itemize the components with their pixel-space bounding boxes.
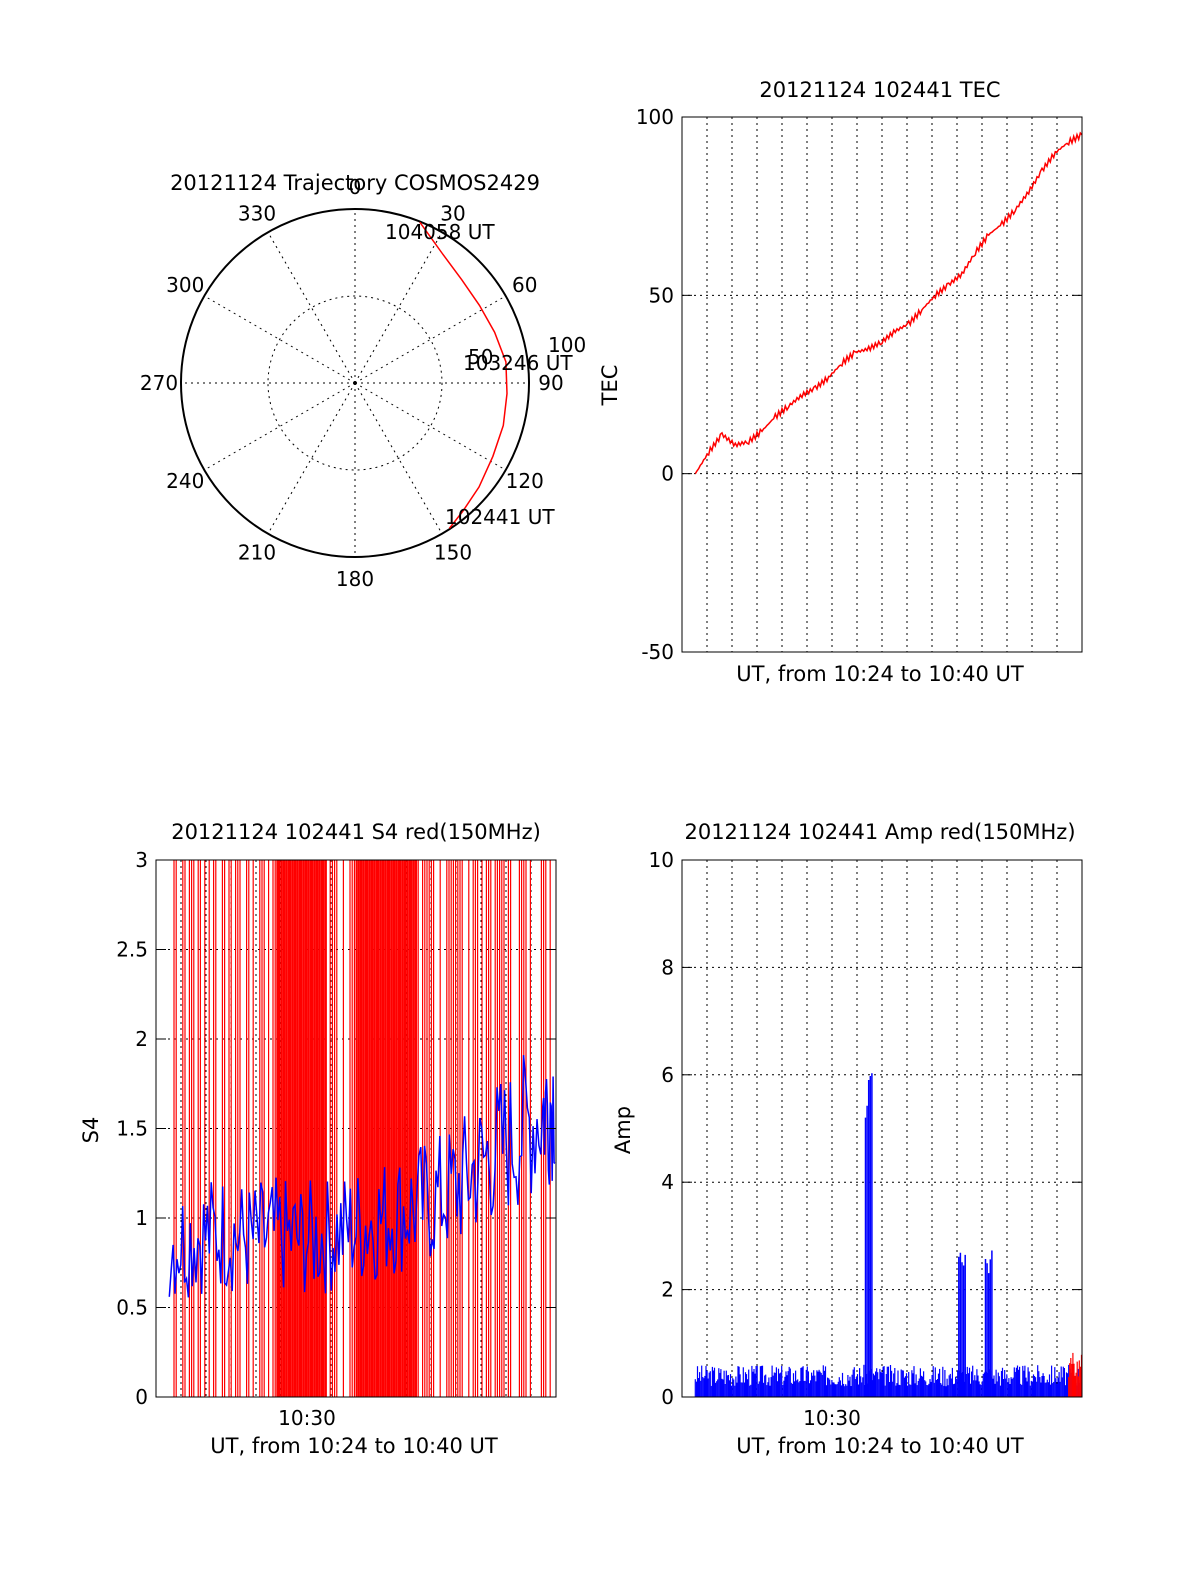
tec-ytick-label: 0 [661,462,674,486]
s4-ylabel: S4 [79,1117,103,1144]
azimuth-label-180: 180 [336,567,374,591]
s4-ytick-label: 1.5 [116,1117,148,1141]
amp-y-ticks: 0 2 4 6 8 10 [649,848,1082,1409]
annotation-mid: 103246 UT [463,351,573,375]
s4-ytick-label: 0.5 [116,1296,148,1320]
s4-title: 20121124 102441 S4 red(150MHz) [171,820,541,844]
azimuth-label-240: 240 [166,469,204,493]
tec-ytick-label: -50 [641,640,674,664]
azimuth-label-0: 0 [349,175,362,199]
amp-frame [681,859,1083,1398]
polar-outer-ring [180,208,530,558]
polar-spoke-30 [354,232,443,384]
s4-y-ticks: 0 0.5 1 1.5 2 2.5 3 [116,848,556,1409]
azimuth-label-90: 90 [538,371,563,395]
polar-ring-50 [267,295,443,471]
polar-azimuth-labels: 0 30 60 90 120 150 180 210 240 270 300 330 [140,175,564,591]
amp-ytick-label: 10 [649,848,674,872]
polar-spokes [181,209,529,557]
amp-ytick-label: 8 [661,955,674,979]
amp-ytick-label: 2 [661,1278,674,1302]
amp-ytick-label: 4 [661,1170,674,1194]
ring-label-100: 100 [548,333,586,357]
s4-blue-series [168,1055,556,1298]
azimuth-label-120: 120 [506,469,544,493]
azimuth-label-300: 300 [166,273,204,297]
tec-frame [681,116,1083,653]
amp-title: 20121124 102441 Amp red(150MHz) [684,820,1075,844]
polar-spoke-330 [267,232,356,384]
polar-spoke-210 [267,382,356,534]
amp-series [694,1073,1083,1397]
azimuth-label-150: 150 [434,541,472,565]
trajectory-line [419,221,508,529]
polar-spoke-150 [354,382,443,534]
tec-title: 20121124 102441 TEC [759,78,1000,102]
tec-panel: 20121124 102441 TEC -50 0 50 100 TEC UT, fr… [598,78,1083,686]
s4-ytick-label: 1 [135,1206,148,1230]
amp-ylabel: Amp [611,1106,635,1154]
polar-spoke-300 [204,295,356,384]
azimuth-label-60: 60 [512,273,537,297]
tec-ylabel: TEC [598,365,622,407]
trajectory-title: 20121124 Trajectory COSMOS2429 [170,171,540,195]
tec-grid [682,117,1082,652]
azimuth-label-210: 210 [238,541,276,565]
s4-ytick-label: 3 [135,848,148,872]
trajectory-panel: 20121124 Trajectory COSMOS2429 0 30 60 90 12… [140,171,586,591]
amp-xtick-1030: 10:30 [803,1406,861,1430]
annotation-start: 104058 UT [385,220,495,244]
amp-ytick-label: 6 [661,1063,674,1087]
s4-xlabel: UT, from 10:24 to 10:40 UT [210,1434,498,1458]
amp-panel: 20121124 102441 Amp red(150MHz) 0246810 … [611,820,1083,1458]
tec-y-ticks: -50 0 50 100 [636,105,1082,664]
ring-label-50: 50 [468,345,493,369]
tec-ytick-label: 50 [649,283,674,307]
s4-ytick-label: 0 [135,1385,148,1409]
polar-spoke-120 [354,382,506,471]
azimuth-label-330: 330 [238,201,276,225]
polar-spoke-60 [354,295,506,384]
azimuth-label-270: 270 [140,371,178,395]
tec-ytick-label: 100 [636,105,674,129]
s4-xtick-1030: 10:30 [278,1406,336,1430]
s4-red-series [173,860,551,1397]
azimuth-label-30: 30 [440,201,465,225]
amp-ytick-label: 0 [661,1385,674,1409]
amp-grid [682,860,1082,1397]
tec-series-line [694,131,1083,475]
tec-xlabel: UT, from 10:24 to 10:40 UT [736,662,1024,686]
amp-xlabel: UT, from 10:24 to 10:40 UT [736,1434,1024,1458]
s4-ytick-label: 2 [135,1027,148,1051]
s4-panel: 20121124 102441 S4 red(150MHz) 0 0.5 1 1.5 2… [79,820,557,1458]
polar-spoke-240 [204,382,356,471]
s4-ytick-label: 2.5 [116,938,148,962]
annotation-end: 102441 UT [445,505,555,529]
